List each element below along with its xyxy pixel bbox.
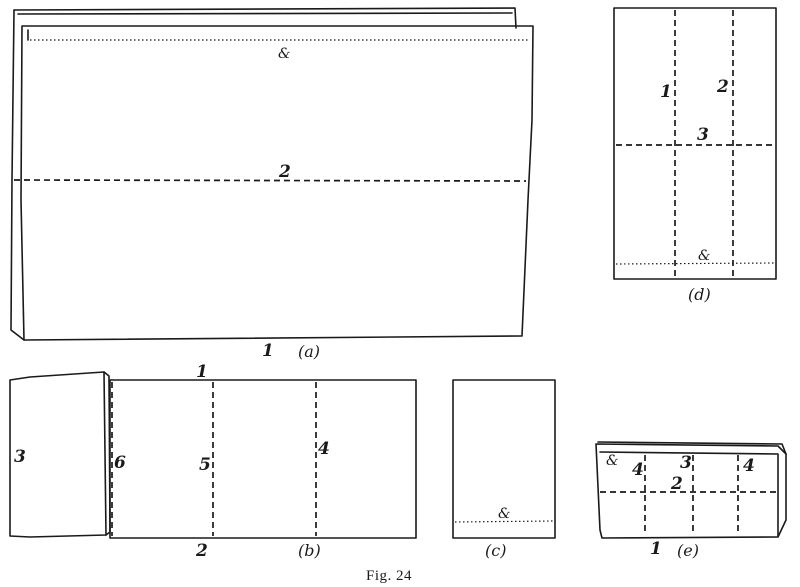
panel-b-label-2: 2 xyxy=(195,541,208,561)
panel-e-back-sheet xyxy=(597,441,787,455)
panel-a-fold-line-2 xyxy=(13,179,527,182)
panel-b-label-6: 6 xyxy=(114,453,126,473)
panel-e-ornament: & xyxy=(606,453,618,469)
panel-e: & 4 3 2 4 1 (e) xyxy=(595,441,787,560)
panel-d: 1 2 3 & (d) xyxy=(613,7,777,304)
panel-e-label-2: 2 xyxy=(670,474,683,494)
panel-e-inner-edge xyxy=(599,451,779,537)
panel-b-caption: (b) xyxy=(298,541,321,560)
panel-e-caption: (e) xyxy=(677,541,699,560)
panel-b-sheet xyxy=(109,379,417,539)
panel-c-ornament: & xyxy=(498,506,510,522)
panel-e-label-4-right: 4 xyxy=(743,456,755,476)
panel-c-caption: (c) xyxy=(485,541,506,560)
panel-a-ornament: & xyxy=(278,46,290,62)
figure-caption: Fig. 24 xyxy=(366,568,412,584)
panel-d-label-1: 1 xyxy=(660,82,672,102)
panel-a-caption: (a) xyxy=(298,342,320,361)
panel-e-label-3: 3 xyxy=(680,453,692,473)
panel-b-label-1: 1 xyxy=(196,362,208,382)
panel-b-label-4: 4 xyxy=(318,439,330,459)
panel-d-sheet xyxy=(613,7,777,280)
panel-b-label-3: 3 xyxy=(14,447,26,467)
panel-d-dotted-line xyxy=(615,262,775,265)
panel-d-label-3: 3 xyxy=(697,125,709,145)
panel-d-label-2: 2 xyxy=(716,77,729,97)
panel-b-label-5: 5 xyxy=(199,455,211,475)
panel-a-sheet-outline xyxy=(20,25,534,341)
panel-e-label-1: 1 xyxy=(650,539,662,559)
panel-a-label-2: 2 xyxy=(278,162,291,182)
panel-a-back-sheet xyxy=(13,7,517,29)
panel-a-back-sheet-edge xyxy=(17,12,513,15)
panel-e-label-4-left: 4 xyxy=(632,460,644,480)
panel-b: 1 3 6 5 4 2 (b) xyxy=(9,362,417,561)
panel-d-caption: (d) xyxy=(688,285,711,304)
panel-a-label-1: 1 xyxy=(262,341,274,361)
panel-c: & (c) xyxy=(452,379,556,560)
panel-c-dotted-line xyxy=(454,520,554,523)
panel-e-sheet xyxy=(595,443,787,539)
panel-c-sheet xyxy=(452,379,556,539)
panel-a: & 2 1 (a) xyxy=(10,7,534,361)
panel-a-left-edge xyxy=(10,9,25,341)
panel-d-ornament: & xyxy=(698,248,710,264)
